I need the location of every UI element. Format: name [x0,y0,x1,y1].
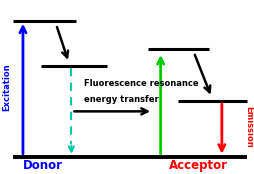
Text: Acceptor: Acceptor [169,159,228,172]
Text: Donor: Donor [23,159,63,172]
Text: Emission: Emission [243,106,252,148]
Text: energy transfer: energy transfer [84,95,158,104]
Text: Fluorescence resonance: Fluorescence resonance [84,79,198,88]
Text: Excitation: Excitation [2,63,11,111]
